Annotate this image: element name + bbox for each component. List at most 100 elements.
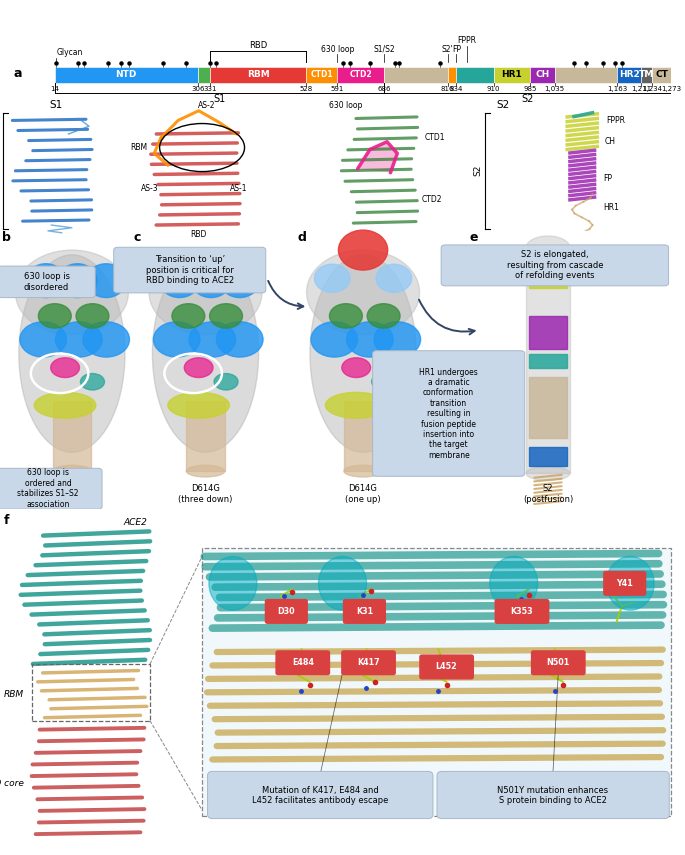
Ellipse shape xyxy=(310,255,416,452)
Bar xyxy=(617,67,641,83)
Bar xyxy=(529,446,567,467)
Text: Mutation of K417, E484 and
L452 facilitates antibody escape: Mutation of K417, E484 and L452 facilita… xyxy=(251,786,388,805)
Text: 1,273: 1,273 xyxy=(661,86,682,92)
Bar xyxy=(530,67,555,83)
Ellipse shape xyxy=(26,263,66,298)
Text: S2
(postfusion): S2 (postfusion) xyxy=(523,484,573,504)
Text: E484: E484 xyxy=(292,658,314,667)
Text: S1/S2: S1/S2 xyxy=(373,44,395,54)
Ellipse shape xyxy=(18,255,125,452)
FancyBboxPatch shape xyxy=(531,650,586,675)
Text: CTD2: CTD2 xyxy=(421,195,442,204)
Bar xyxy=(555,67,617,83)
FancyBboxPatch shape xyxy=(495,598,549,624)
Text: e: e xyxy=(469,231,477,245)
Text: N501: N501 xyxy=(547,658,570,667)
Text: 630 loop: 630 loop xyxy=(329,101,362,110)
Text: RBD: RBD xyxy=(190,230,207,239)
Ellipse shape xyxy=(58,263,97,298)
Text: 306: 306 xyxy=(191,86,205,92)
FancyBboxPatch shape xyxy=(419,654,474,680)
Text: D614G
(three down): D614G (three down) xyxy=(178,484,233,504)
Text: K353: K353 xyxy=(510,607,534,616)
Ellipse shape xyxy=(338,230,388,270)
Text: d: d xyxy=(298,231,307,245)
Bar xyxy=(198,67,210,83)
Bar xyxy=(456,67,494,83)
Text: CH: CH xyxy=(536,70,549,80)
Text: HR1: HR1 xyxy=(603,203,619,212)
Ellipse shape xyxy=(51,357,79,378)
Text: 1,211: 1,211 xyxy=(631,86,651,92)
Ellipse shape xyxy=(189,321,236,357)
Ellipse shape xyxy=(81,374,104,390)
Text: D30: D30 xyxy=(277,607,295,616)
Bar xyxy=(337,67,384,83)
Text: NTD: NTD xyxy=(116,70,137,80)
Text: CTD1: CTD1 xyxy=(425,133,445,143)
Text: 1,035: 1,035 xyxy=(545,86,565,92)
Text: HR1: HR1 xyxy=(501,70,522,80)
Ellipse shape xyxy=(83,321,129,357)
Bar xyxy=(529,315,567,349)
Text: b: b xyxy=(2,231,11,245)
Text: TM: TM xyxy=(639,70,654,80)
Text: RBM: RBM xyxy=(4,691,24,699)
Ellipse shape xyxy=(172,304,205,328)
FancyBboxPatch shape xyxy=(208,771,433,818)
Ellipse shape xyxy=(214,374,238,390)
FancyBboxPatch shape xyxy=(264,598,308,624)
Text: FP: FP xyxy=(603,174,612,183)
Text: 816: 816 xyxy=(440,86,454,92)
Text: Transition to ‘up’
position is critical for
RBD binding to ACE2: Transition to ‘up’ position is critical … xyxy=(146,256,234,286)
Text: K31: K31 xyxy=(356,607,373,616)
Text: Wuhan-Hu-1
(three down): Wuhan-Hu-1 (three down) xyxy=(45,484,99,504)
Text: S2: S2 xyxy=(522,94,534,104)
Ellipse shape xyxy=(76,304,109,328)
Text: AS-2: AS-2 xyxy=(198,101,216,110)
Ellipse shape xyxy=(153,321,200,357)
Ellipse shape xyxy=(606,557,654,610)
Text: CTD2: CTD2 xyxy=(349,70,372,80)
Ellipse shape xyxy=(329,304,362,328)
Text: HR1 undergoes
a dramatic
conformation
transition
resulting in
fusion peptide
ins: HR1 undergoes a dramatic conformation tr… xyxy=(419,368,478,460)
Ellipse shape xyxy=(347,321,393,357)
Bar xyxy=(529,355,567,368)
Bar xyxy=(494,67,530,83)
FancyBboxPatch shape xyxy=(342,598,386,624)
Ellipse shape xyxy=(376,264,412,292)
Text: 985: 985 xyxy=(523,86,537,92)
Ellipse shape xyxy=(216,321,263,357)
FancyBboxPatch shape xyxy=(0,469,102,510)
Ellipse shape xyxy=(526,236,570,260)
Text: AS-1: AS-1 xyxy=(229,184,247,192)
Ellipse shape xyxy=(490,557,538,610)
Ellipse shape xyxy=(152,255,258,452)
Ellipse shape xyxy=(209,557,257,610)
Ellipse shape xyxy=(210,304,242,328)
Polygon shape xyxy=(358,142,397,173)
Text: AS-3: AS-3 xyxy=(141,184,159,192)
Bar xyxy=(53,400,91,471)
FancyBboxPatch shape xyxy=(341,650,396,675)
Ellipse shape xyxy=(311,321,358,357)
Text: S1: S1 xyxy=(213,94,225,104)
Ellipse shape xyxy=(53,465,91,477)
FancyBboxPatch shape xyxy=(373,351,525,476)
Text: FPPR: FPPR xyxy=(457,36,476,45)
Text: CTD1: CTD1 xyxy=(310,70,333,80)
Ellipse shape xyxy=(149,250,262,334)
Ellipse shape xyxy=(314,264,350,292)
Text: CT: CT xyxy=(656,70,668,80)
Ellipse shape xyxy=(344,465,382,477)
Text: 686: 686 xyxy=(377,86,390,92)
Text: 528: 528 xyxy=(300,86,313,92)
Bar xyxy=(186,400,225,471)
Ellipse shape xyxy=(319,557,366,610)
Ellipse shape xyxy=(55,321,102,357)
Bar xyxy=(306,67,337,83)
Text: L452: L452 xyxy=(436,663,458,671)
Text: RBM: RBM xyxy=(130,143,147,152)
Text: CH: CH xyxy=(604,138,615,146)
Text: c: c xyxy=(134,231,141,245)
